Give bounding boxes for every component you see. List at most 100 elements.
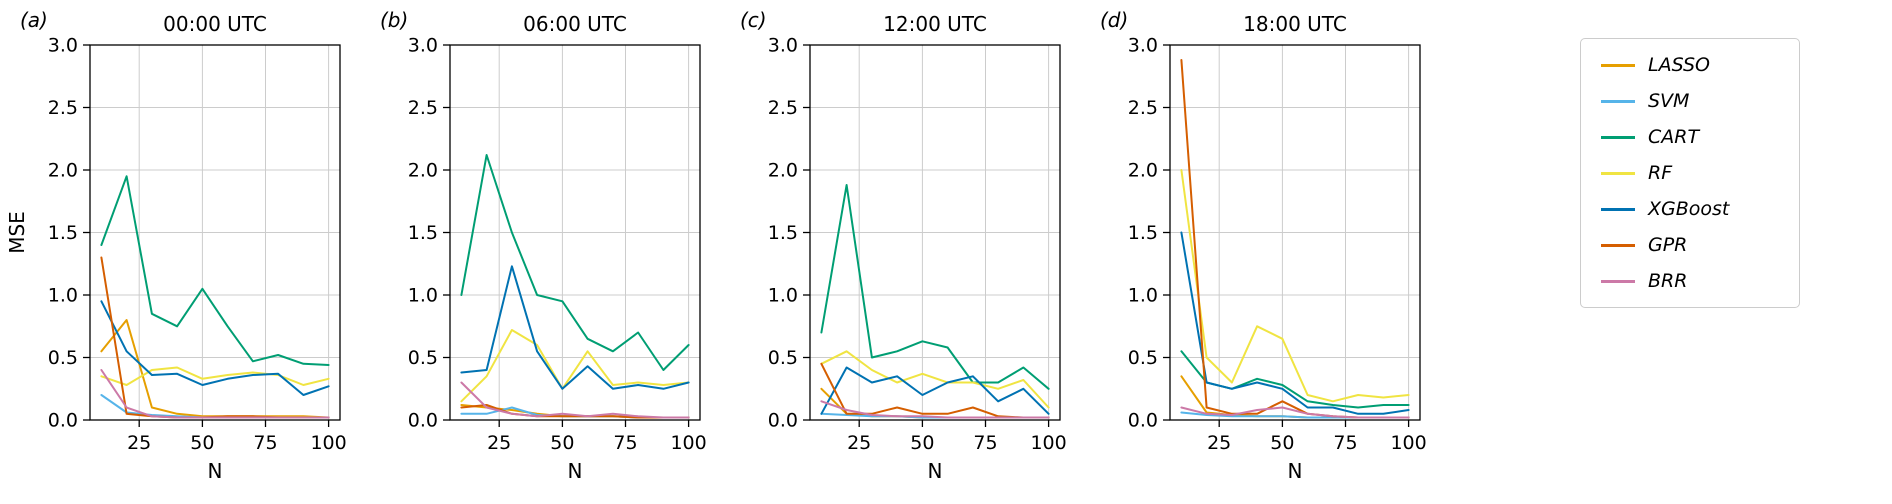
- legend-line-swatch-svm: [1601, 99, 1635, 103]
- legend-item-gpr: GPR: [1601, 234, 1779, 256]
- x-tick-label: 25: [127, 432, 151, 454]
- legend-label-svm: SVM: [1648, 90, 1690, 112]
- series-line-brr: [1180, 406, 1410, 419]
- series-line-cart: [820, 184, 1050, 390]
- x-axis-label: N: [1288, 459, 1303, 483]
- legend-label-rf: RF: [1648, 162, 1673, 184]
- x-tick-label: 50: [550, 432, 574, 454]
- x-tick-label: 75: [1333, 432, 1357, 454]
- y-tick-label: 2.5: [408, 97, 438, 119]
- series-line-lasso: [100, 319, 330, 419]
- y-tick-label: 0.0: [768, 410, 798, 432]
- series-line-brr: [100, 369, 330, 419]
- y-tick-label: 1.0: [768, 285, 798, 307]
- y-tick-label: 2.0: [768, 160, 798, 182]
- plot-a: 25 50 75 100 0.0 0.5 1.0 1.5 2.0 2.5 3.0 N MSE: [5, 35, 347, 484]
- legend-item-svm: SVM: [1601, 90, 1779, 112]
- series-line-rf: [820, 350, 1050, 409]
- legend-item-brr: BRR: [1601, 270, 1779, 292]
- legend-line-swatch-rf: [1601, 171, 1635, 175]
- y-tick-label: 2.0: [408, 160, 438, 182]
- plot-d: 25 50 75 100 0.0 0.5 1.0 1.5 2.0 2.5 3.0 N: [1128, 35, 1427, 484]
- y-tick-label: 0.0: [408, 410, 438, 432]
- panel-letter-a: (a): [20, 8, 48, 32]
- y-tick-label: 2.0: [48, 160, 78, 182]
- y-tick-label: 2.5: [768, 97, 798, 119]
- legend-label-xgboost: XGBoost: [1648, 198, 1730, 220]
- x-tick-label: 75: [613, 432, 637, 454]
- y-tick-label: 1.0: [1128, 285, 1158, 307]
- series-line-gpr: [100, 256, 330, 419]
- y-axis-label: MSE: [5, 211, 29, 254]
- y-tick-label: 2.5: [1128, 97, 1158, 119]
- legend-label-lasso: LASSO: [1648, 54, 1710, 76]
- panel-letter-b: (b): [380, 8, 409, 32]
- legend-item-xgboost: XGBoost: [1601, 198, 1779, 220]
- y-tick-label: 1.5: [768, 222, 798, 244]
- x-tick-label: 25: [1207, 432, 1231, 454]
- series-line-cart: [100, 175, 330, 366]
- panel-title-c: 12:00 UTC: [883, 12, 987, 36]
- legend-label-cart: CART: [1648, 126, 1700, 148]
- y-tick-label: 1.5: [1128, 222, 1158, 244]
- series-line-xgboost: [100, 300, 330, 396]
- x-tick-label: 50: [1270, 432, 1294, 454]
- legend-item-cart: CART: [1601, 126, 1779, 148]
- series-line-xgboost: [460, 265, 690, 390]
- series-line-brr: [820, 400, 1050, 419]
- series-line-brr: [460, 381, 690, 419]
- y-tick-label: 0.0: [48, 410, 78, 432]
- panel-letter-d: (d): [1100, 8, 1129, 32]
- x-axis-label: N: [208, 459, 223, 483]
- x-tick-label: 100: [1030, 432, 1066, 454]
- series-line-xgboost: [1180, 231, 1410, 415]
- legend-item-lasso: LASSO: [1601, 54, 1779, 76]
- panel-c: (c) 12:00 UTC 25 50 75 100 0.0 0.5 1.0 1.5 2.0 2.…: [720, 0, 1080, 504]
- x-tick-label: 50: [910, 432, 934, 454]
- panel-letter-c: (c): [740, 8, 767, 32]
- legend-line-swatch-lasso: [1601, 63, 1635, 67]
- legend: LASSO SVM CART RF XGBoost GPR BRR: [1580, 38, 1800, 308]
- panel-a: (a) 00:00 UTC 25 50 75 100 0.0 0.5 1.0 1.5 2.0 2.…: [0, 0, 360, 504]
- panel-d: (d) 18:00 UTC 25 50 75 100 0.0 0.5 1.0 1.5 2.0 2.…: [1080, 0, 1440, 504]
- panel-title-d: 18:00 UTC: [1243, 12, 1347, 36]
- y-tick-label: 3.0: [48, 35, 78, 57]
- x-tick-label: 75: [973, 432, 997, 454]
- x-tick-label: 75: [253, 432, 277, 454]
- x-tick-label: 100: [670, 432, 706, 454]
- y-tick-label: 3.0: [408, 35, 438, 57]
- series-line-cart: [460, 154, 690, 371]
- y-tick-label: 1.0: [48, 285, 78, 307]
- y-tick-label: 0.5: [768, 347, 798, 369]
- series-line-rf: [100, 366, 330, 386]
- legend-line-swatch-gpr: [1601, 243, 1635, 247]
- panel-title-b: 06:00 UTC: [523, 12, 627, 36]
- y-tick-label: 2.0: [1128, 160, 1158, 182]
- x-tick-label: 25: [847, 432, 871, 454]
- y-tick-label: 1.5: [48, 222, 78, 244]
- plot-c: 25 50 75 100 0.0 0.5 1.0 1.5 2.0 2.5 3.0 N: [768, 35, 1067, 484]
- y-tick-label: 3.0: [1128, 35, 1158, 57]
- legend-line-swatch-brr: [1601, 279, 1635, 283]
- panel-title-a: 00:00 UTC: [163, 12, 267, 36]
- y-tick-label: 3.0: [768, 35, 798, 57]
- x-tick-label: 100: [1390, 432, 1426, 454]
- y-tick-label: 0.0: [1128, 410, 1158, 432]
- panel-b: (b) 06:00 UTC 25 50 75 100 0.0 0.5 1.0 1.5 2.0 2.…: [360, 0, 720, 504]
- x-axis-label: N: [568, 459, 583, 483]
- x-tick-label: 100: [310, 432, 346, 454]
- x-axis-label: N: [928, 459, 943, 483]
- plot-b: 25 50 75 100 0.0 0.5 1.0 1.5 2.0 2.5 3.0 N: [408, 35, 707, 484]
- series-line-rf: [1180, 169, 1410, 403]
- x-tick-label: 50: [190, 432, 214, 454]
- legend-line-swatch-xgboost: [1601, 207, 1635, 211]
- y-tick-label: 2.5: [48, 97, 78, 119]
- y-tick-label: 0.5: [48, 347, 78, 369]
- legend-label-gpr: GPR: [1648, 234, 1688, 256]
- series-line-xgboost: [820, 366, 1050, 415]
- legend-label-brr: BRR: [1648, 270, 1688, 292]
- series-line-rf: [460, 329, 690, 403]
- x-tick-label: 25: [487, 432, 511, 454]
- series-line-gpr: [1180, 59, 1410, 419]
